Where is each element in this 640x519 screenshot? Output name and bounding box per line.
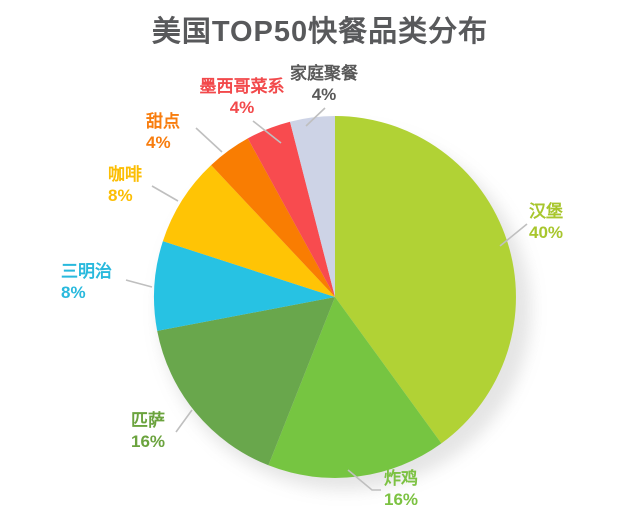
slice-label-sandwich-name: 三明治	[61, 262, 112, 281]
slice-label-coffee-name: 咖啡	[108, 165, 142, 184]
leader-line-burger	[499, 223, 528, 247]
slice-label-coffee-value: 8%	[108, 186, 133, 205]
pie-slice-dessert	[211, 138, 335, 297]
chart-title: 美国TOP50快餐品类分布	[151, 16, 489, 48]
pie-slice-sandwich	[154, 241, 335, 331]
slice-label-burger-name: 汉堡	[529, 202, 563, 221]
slice-label-dessert-value: 4%	[146, 133, 171, 152]
leader-line-family-dinner	[305, 107, 326, 127]
slice-label-pizza: 匹萨 16%	[131, 410, 165, 452]
slice-label-sandwich-value: 8%	[61, 283, 86, 302]
slice-label-mexican: 墨西哥菜系 4%	[196, 76, 288, 118]
slice-label-dessert: 甜点 4%	[146, 111, 180, 153]
pie-slice-fried-chicken	[268, 297, 442, 478]
leader-line-mexican	[252, 120, 282, 144]
leader-line-coffee	[151, 185, 179, 202]
pie-slice-mexican	[247, 121, 335, 297]
slice-label-family-dinner-value: 4%	[311, 85, 337, 104]
slice-label-family-dinner-name: 家庭聚餐	[290, 64, 358, 83]
slice-label-fried-chicken-name: 炸鸡	[384, 469, 418, 488]
pie-slice-burger	[335, 116, 516, 444]
pie-slice-coffee	[162, 165, 335, 297]
slice-label-burger-value: 40%	[529, 223, 564, 242]
slice-label-fried-chicken-value: 16%	[384, 490, 419, 509]
slice-label-burger: 汉堡 40%	[529, 201, 563, 243]
slice-label-fried-chicken: 炸鸡 16%	[384, 468, 418, 510]
pie-slice-pizza	[157, 297, 335, 466]
slice-label-pizza-value: 16%	[131, 432, 166, 451]
slice-label-mexican-name: 墨西哥菜系	[199, 77, 285, 96]
leader-line-dessert	[195, 127, 223, 153]
slice-label-dessert-name: 甜点	[146, 112, 180, 131]
slice-label-family-dinner: 家庭聚餐 4%	[284, 63, 364, 105]
leader-line-pizza	[175, 409, 193, 433]
slice-label-pizza-name: 匹萨	[131, 411, 165, 430]
slice-label-mexican-value: 4%	[229, 98, 255, 117]
leader-line-sandwich	[125, 279, 153, 288]
leader-line-fried-chicken	[347, 469, 381, 491]
slice-label-coffee: 咖啡 8%	[108, 164, 142, 206]
pie-slice-family-dinner	[290, 116, 335, 297]
slice-label-sandwich: 三明治 8%	[61, 261, 112, 303]
